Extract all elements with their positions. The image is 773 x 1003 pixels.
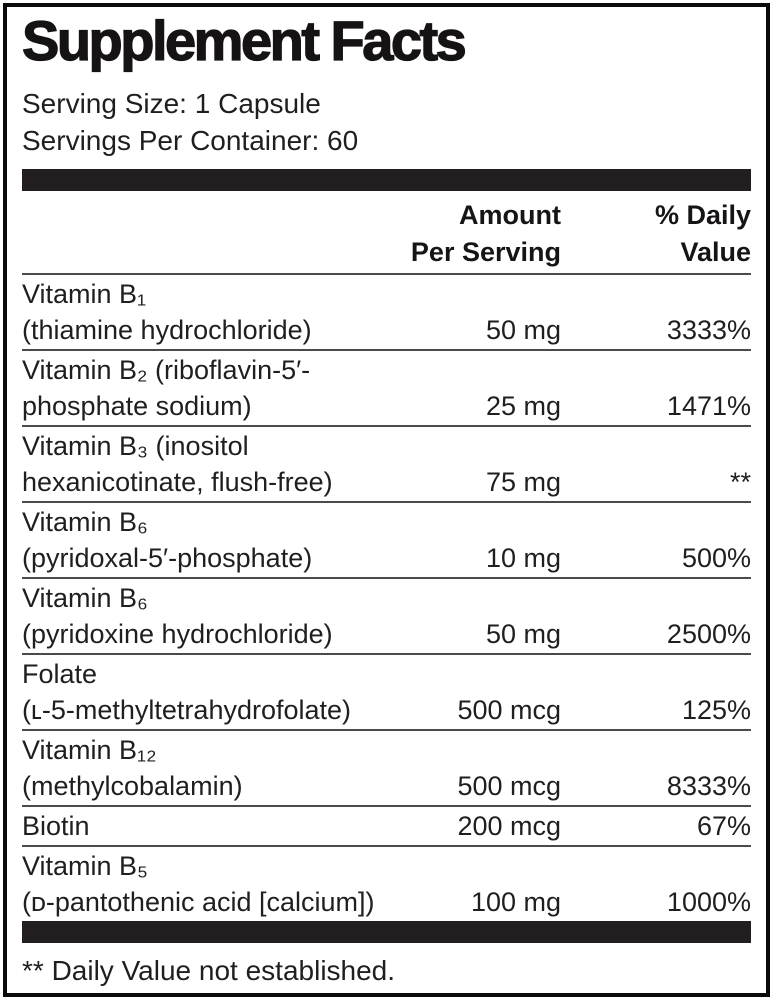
nutrient-daily-value: ** bbox=[729, 467, 751, 497]
table-row: Vitamin B₂ (riboflavin-5′- phosphate sod… bbox=[22, 351, 751, 427]
column-header-daily-value: % Daily Value bbox=[654, 200, 751, 267]
table-row: Vitamin B₃ (inositol hexanicotinate, flu… bbox=[22, 427, 751, 503]
nutrient-amount: 100 mg bbox=[470, 887, 561, 917]
serving-info: Serving Size: 1 Capsule Servings Per Con… bbox=[22, 85, 751, 159]
nutrient-name: Biotin bbox=[22, 811, 90, 841]
nutrient-daily-value: 8333% bbox=[666, 771, 751, 801]
nutrient-daily-value: 1000% bbox=[666, 887, 751, 917]
footnote: ** Daily Value not established. bbox=[22, 955, 396, 986]
nutrient-name: Vitamin B₅ (ᴅ-pantothenic acid [calcium]… bbox=[22, 851, 375, 917]
nutrient-table: Vitamin B₁ (thiamine hydrochloride) 50 m… bbox=[22, 275, 751, 921]
separator-bar-bottom bbox=[22, 921, 751, 943]
table-row: Vitamin B₅ (ᴅ-pantothenic acid [calcium]… bbox=[22, 847, 751, 921]
nutrient-name: Vitamin B₆ (pyridoxine hydrochloride) bbox=[22, 583, 333, 649]
nutrient-name: Vitamin B₁ (thiamine hydrochloride) bbox=[22, 279, 312, 345]
nutrient-daily-value: 67% bbox=[696, 811, 751, 841]
supplement-facts-label: Supplement Facts Serving Size: 1 Capsule… bbox=[3, 3, 770, 997]
nutrient-amount: 200 mcg bbox=[457, 811, 561, 841]
column-header-amount: Amount Per Serving bbox=[410, 200, 561, 267]
nutrient-name: Vitamin B₃ (inositol hexanicotinate, flu… bbox=[22, 431, 333, 497]
table-row: Vitamin B₆ (pyridoxine hydrochloride) 50… bbox=[22, 579, 751, 655]
table-header-row: Amount Per Serving % Daily Value bbox=[22, 191, 751, 275]
table-row: Vitamin B₆ (pyridoxal-5′-phosphate) 10 m… bbox=[22, 503, 751, 579]
nutrient-amount: 50 mg bbox=[485, 619, 561, 649]
nutrient-daily-value: 3333% bbox=[666, 315, 751, 345]
table-row: Vitamin B₁₂ (methylcobalamin) 500 mcg 83… bbox=[22, 731, 751, 807]
servings-per-container: Servings Per Container: 60 bbox=[22, 125, 359, 156]
nutrient-daily-value: 2500% bbox=[666, 619, 751, 649]
nutrient-daily-value: 1471% bbox=[666, 391, 751, 421]
nutrient-amount: 500 mcg bbox=[457, 771, 561, 801]
nutrient-name: Folate (ʟ-5-methyltetrahydrofolate) bbox=[22, 659, 352, 725]
facts-title: Supplement Facts bbox=[21, 8, 467, 72]
nutrient-amount: 500 mcg bbox=[457, 695, 561, 725]
nutrient-amount: 50 mg bbox=[485, 315, 561, 345]
nutrient-name: Vitamin B₆ (pyridoxal-5′-phosphate) bbox=[22, 507, 313, 573]
nutrient-amount: 25 mg bbox=[485, 391, 561, 421]
serving-size: Serving Size: 1 Capsule bbox=[22, 88, 321, 119]
table-row: Biotin 200 mcg 67% bbox=[22, 807, 751, 847]
nutrient-daily-value: 500% bbox=[681, 543, 751, 573]
nutrient-daily-value: 125% bbox=[681, 695, 751, 725]
nutrient-name: Vitamin B₁₂ (methylcobalamin) bbox=[22, 735, 243, 801]
nutrient-amount: 75 mg bbox=[485, 467, 561, 497]
nutrient-name: Vitamin B₂ (riboflavin-5′- phosphate sod… bbox=[22, 355, 311, 421]
table-row: Folate (ʟ-5-methyltetrahydrofolate) 500 … bbox=[22, 655, 751, 731]
nutrient-amount: 10 mg bbox=[485, 543, 561, 573]
separator-bar-top bbox=[22, 169, 751, 191]
table-row: Vitamin B₁ (thiamine hydrochloride) 50 m… bbox=[22, 275, 751, 351]
